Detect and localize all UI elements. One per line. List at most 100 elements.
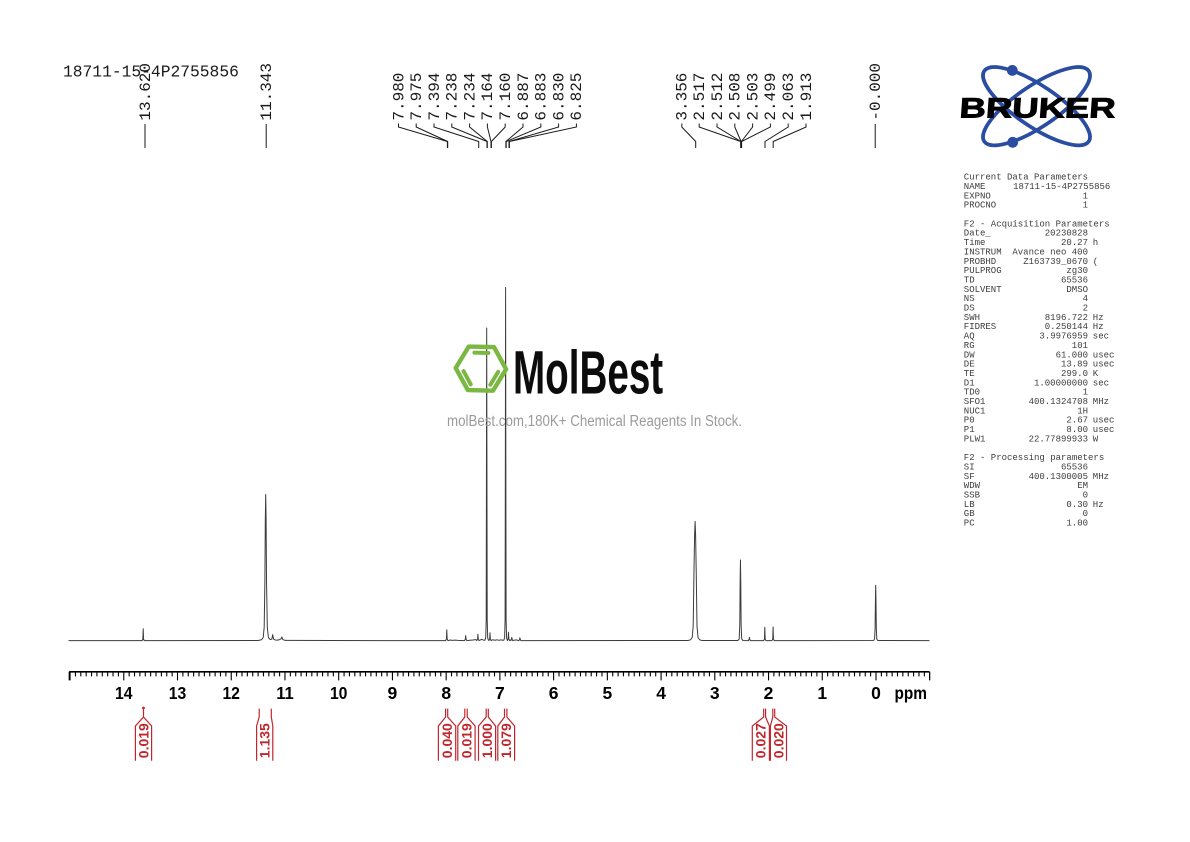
svg-text:PROBHD: PROBHD (964, 257, 996, 267)
svg-text:5: 5 (603, 683, 613, 703)
svg-text:AQ: AQ (964, 332, 975, 342)
svg-text:sec: sec (1093, 332, 1109, 342)
svg-text:DE: DE (964, 360, 975, 370)
svg-text:Current Data Parameters: Current Data Parameters (964, 173, 1088, 183)
svg-text:0.019: 0.019 (458, 723, 474, 758)
svg-text:DW: DW (964, 350, 975, 360)
svg-text:6.883: 6.883 (533, 73, 551, 121)
svg-text:P0: P0 (964, 416, 975, 426)
svg-text:20230828: 20230828 (1045, 229, 1088, 239)
svg-text:1: 1 (1083, 191, 1088, 201)
svg-text:10: 10 (330, 683, 348, 703)
svg-text:13.89: 13.89 (1061, 360, 1088, 370)
svg-text:0.040: 0.040 (439, 723, 455, 758)
svg-text:7.234: 7.234 (461, 73, 479, 121)
svg-text:DMSO: DMSO (1066, 285, 1088, 295)
svg-text:Hz: Hz (1093, 313, 1104, 323)
svg-text:8.00: 8.00 (1066, 425, 1088, 435)
svg-text:zg30: zg30 (1066, 266, 1088, 276)
svg-text:11: 11 (276, 683, 294, 703)
svg-text:EM: EM (1077, 481, 1088, 491)
svg-text:7.975: 7.975 (408, 73, 426, 121)
svg-text:2.499: 2.499 (762, 73, 780, 121)
svg-text:9: 9 (388, 683, 398, 703)
svg-text:2.508: 2.508 (727, 73, 745, 121)
svg-text:PROCNO: PROCNO (964, 201, 996, 211)
svg-text:20.27: 20.27 (1061, 238, 1088, 248)
svg-text:EXPNO: EXPNO (964, 191, 991, 201)
svg-text:7.238: 7.238 (444, 73, 462, 121)
svg-text:0.250144: 0.250144 (1045, 322, 1088, 332)
svg-text:TE: TE (964, 369, 975, 379)
svg-text:7: 7 (495, 683, 505, 703)
svg-text:400.1300005: 400.1300005 (1029, 472, 1088, 482)
svg-text:6.825: 6.825 (568, 73, 586, 121)
svg-text:2.503: 2.503 (744, 73, 762, 121)
svg-text:6.887: 6.887 (515, 73, 533, 121)
svg-text:2: 2 (1083, 304, 1088, 314)
svg-text:1: 1 (1083, 388, 1088, 398)
svg-text:4: 4 (1083, 294, 1088, 304)
svg-text:6.830: 6.830 (550, 73, 568, 121)
svg-text:14: 14 (115, 683, 133, 703)
svg-text:P1: P1 (964, 425, 975, 435)
svg-text:3.9976959: 3.9976959 (1039, 332, 1088, 342)
svg-text:INSTRUM: INSTRUM (964, 247, 1002, 257)
svg-text:18711-15-4P2755856: 18711-15-4P2755856 (1013, 182, 1110, 192)
svg-text:usec: usec (1093, 360, 1115, 370)
svg-text:61.000: 61.000 (1056, 350, 1088, 360)
svg-text:1.00: 1.00 (1066, 519, 1088, 529)
svg-text:SF: SF (964, 472, 975, 482)
svg-text:22.77899933: 22.77899933 (1029, 434, 1088, 444)
svg-text:molBest.com,180K+ Chemical Rea: molBest.com,180K+ Chemical Reagents In S… (447, 413, 742, 430)
svg-text:usec: usec (1093, 416, 1115, 426)
svg-text:NS: NS (964, 294, 975, 304)
svg-text:1H: 1H (1077, 406, 1088, 416)
svg-text:2.67: 2.67 (1066, 416, 1088, 426)
svg-text:1.079: 1.079 (498, 723, 514, 758)
svg-text:BRUKER: BRUKER (959, 92, 1117, 123)
svg-text:101: 101 (1072, 341, 1088, 351)
svg-text:NUC1: NUC1 (964, 406, 986, 416)
svg-text:2.063: 2.063 (780, 73, 798, 121)
svg-text:MHz: MHz (1093, 397, 1109, 407)
svg-text:ppm: ppm (895, 683, 928, 703)
svg-text:65536: 65536 (1061, 275, 1088, 285)
svg-text:1.000: 1.000 (479, 723, 495, 758)
svg-text:13: 13 (169, 683, 187, 703)
svg-text:Date_: Date_ (964, 229, 992, 239)
svg-text:usec: usec (1093, 425, 1115, 435)
svg-text:0.027: 0.027 (753, 723, 769, 758)
svg-text:65536: 65536 (1061, 462, 1088, 472)
svg-text:0.019: 0.019 (135, 723, 151, 758)
svg-text:11.343: 11.343 (258, 63, 276, 121)
svg-text:299.0: 299.0 (1061, 369, 1088, 379)
svg-text:Time: Time (964, 238, 986, 248)
svg-text:PULPROG: PULPROG (964, 266, 1002, 276)
svg-text:DS: DS (964, 304, 975, 314)
svg-text:Avance neo 400: Avance neo 400 (1012, 247, 1088, 257)
svg-text:0: 0 (871, 683, 881, 703)
svg-text:1: 1 (817, 683, 827, 703)
svg-text:8: 8 (441, 683, 451, 703)
svg-text:SI: SI (964, 462, 975, 472)
svg-text:F2 - Processing parameters: F2 - Processing parameters (964, 453, 1104, 463)
svg-text:LB: LB (964, 500, 975, 510)
svg-text:18711-15-4P2755856: 18711-15-4P2755856 (63, 63, 239, 82)
svg-text:SSB: SSB (964, 491, 981, 501)
svg-text:1.135: 1.135 (257, 723, 273, 758)
svg-text:usec: usec (1093, 350, 1115, 360)
svg-text:0.020: 0.020 (770, 723, 786, 758)
svg-text:WDW: WDW (964, 481, 981, 491)
svg-text:3: 3 (710, 683, 720, 703)
svg-text:(: ( (1093, 257, 1098, 267)
svg-text:2: 2 (764, 683, 774, 703)
svg-text:h: h (1093, 238, 1098, 248)
svg-text:K: K (1093, 369, 1099, 379)
svg-text:400.1324708: 400.1324708 (1029, 397, 1088, 407)
svg-text:6: 6 (549, 683, 559, 703)
svg-text:12: 12 (222, 683, 240, 703)
svg-text:4: 4 (656, 683, 666, 703)
svg-text:SOLVENT: SOLVENT (964, 285, 1002, 295)
svg-text:PC: PC (964, 519, 975, 529)
